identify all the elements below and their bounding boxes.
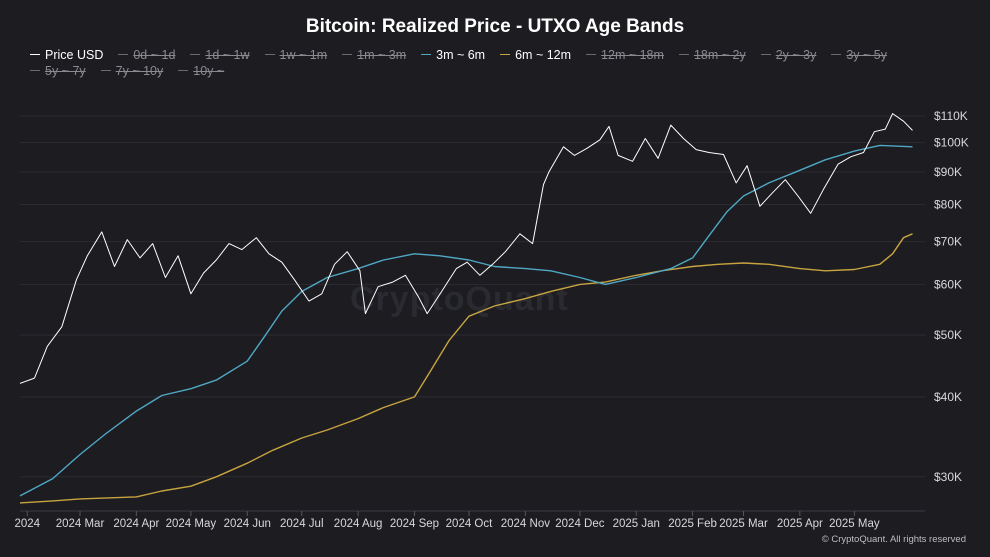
legend-swatch (831, 54, 842, 56)
legend-item[interactable]: 2y ~ 3y (760, 47, 817, 63)
legend-swatch (100, 70, 111, 72)
legend-swatch (342, 54, 353, 56)
legend-item[interactable]: 3m ~ 6m (421, 47, 485, 63)
legend-label: 1w ~ 1m (279, 48, 328, 62)
legend-item[interactable]: 1w ~ 1m (264, 47, 328, 63)
y-axis: $110K $100K $90K $80K $70K $60K $50K $40K $30K (934, 109, 969, 484)
legend-label: 0d ~ 1d (133, 48, 176, 62)
x-tick-label: 2024 Nov (501, 518, 550, 530)
legend-label: 18m ~ 2y (693, 48, 746, 62)
series-line-6m-12m (19, 233, 913, 504)
legend-label: 3m ~ 6m (436, 48, 486, 62)
x-tick-label: 2024 Oct (446, 518, 493, 530)
legend-label: 5y ~ 7y (45, 64, 86, 78)
legend-label: Price USD (45, 48, 104, 62)
y-tick-label: $110K (934, 109, 968, 123)
legend-item[interactable]: 1d ~ 1w (190, 47, 250, 63)
copyright-notice: © CryptoQuant. All rights reserved (821, 534, 966, 545)
series-line-price-usd (19, 113, 913, 384)
x-tick-label: 2024 Dec (555, 518, 604, 530)
legend-swatch (118, 54, 129, 56)
y-tick-label: $60K (934, 277, 962, 291)
legend-item[interactable]: 3y ~ 5y (831, 47, 887, 63)
x-tick-label: 2025 Apr (777, 518, 823, 530)
legend-item[interactable]: 6m ~ 12m (500, 47, 571, 63)
y-tick-label: $80K (934, 198, 962, 212)
legend-item[interactable]: 7y ~ 10y (100, 63, 164, 79)
legend-label: 10y ~ (193, 64, 225, 78)
legend-label: 12m ~ 18m (601, 48, 664, 62)
legend-swatch (178, 70, 189, 72)
x-tick-label: 2025 Feb (668, 518, 717, 530)
x-axis: 2024 2024 Mar 2024 Apr 2024 May 2024 Jun 2024… (14, 510, 925, 530)
legend-swatch (500, 54, 511, 56)
legend-swatch (760, 54, 771, 56)
chart-legend: Price USD 0d ~ 1d 1d ~ 1w 1w ~ 1m 1m ~ 3m 3m … (30, 47, 970, 79)
x-tick-label: 2025 May (829, 518, 880, 530)
x-tick-label: 2025 Mar (719, 518, 768, 530)
y-tick-label: $100K (934, 136, 969, 150)
legend-item[interactable]: 0d ~ 1d (118, 47, 175, 63)
legend-item[interactable]: 10y ~ (178, 63, 224, 79)
series-lines (19, 113, 913, 504)
legend-label: 3y ~ 5y (846, 48, 888, 62)
legend-label: 1m ~ 3m (357, 48, 407, 62)
legend-item[interactable]: 1m ~ 3m (342, 47, 406, 63)
y-tick-label: $70K (934, 235, 962, 249)
legend-label: 2y ~ 3y (775, 48, 817, 62)
legend-item[interactable]: 5y ~ 7y (30, 63, 86, 79)
legend-label: 6m ~ 12m (515, 48, 572, 62)
x-tick-label: 2024 Jun (224, 518, 271, 530)
chart-title: Bitcoin: Realized Price - UTXO Age Bands (305, 16, 685, 37)
y-tick-label: $30K (934, 470, 962, 484)
legend-swatch (264, 54, 275, 56)
series-line-3m-6m (19, 144, 913, 497)
legend-swatch (30, 70, 40, 72)
x-tick-label: 2024 Aug (334, 518, 383, 530)
legend-label: 7y ~ 10y (115, 64, 164, 78)
x-tick-label: 2024 (14, 518, 40, 530)
x-tick-label: 2024 Jul (280, 518, 323, 530)
legend-label: 1d ~ 1w (205, 48, 250, 62)
legend-swatch (190, 54, 201, 56)
x-tick-label: 2024 Mar (56, 518, 105, 530)
legend-swatch (678, 54, 689, 56)
legend-swatch (421, 54, 432, 56)
legend-item[interactable]: 18m ~ 2y (678, 47, 746, 63)
legend-swatch (586, 54, 597, 56)
y-tick-label: $90K (934, 165, 962, 179)
legend-swatch (30, 54, 40, 56)
x-tick-label: 2024 Apr (113, 518, 159, 530)
x-tick-label: 2024 May (166, 518, 217, 530)
y-tick-label: $40K (934, 390, 962, 404)
watermark: CryptoQuant (350, 280, 569, 318)
y-tick-label: $50K (934, 328, 962, 342)
legend-item[interactable]: 12m ~ 18m (586, 47, 664, 63)
x-tick-label: 2025 Jan (613, 518, 660, 530)
x-tick-label: 2024 Sep (390, 518, 439, 530)
grid-lines (20, 115, 925, 478)
legend-item[interactable]: Price USD (30, 47, 103, 63)
